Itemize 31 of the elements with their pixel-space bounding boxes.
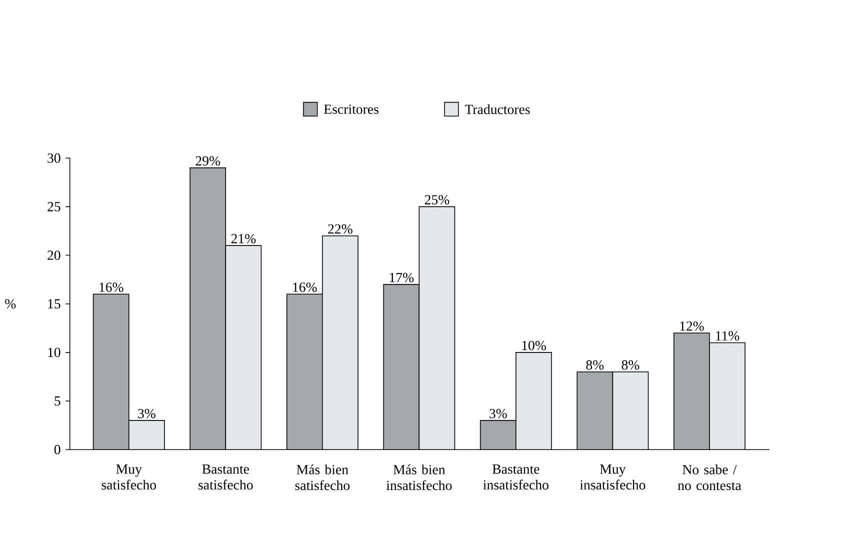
data-label: 17% — [390, 272, 414, 282]
y-axis-title: % — [5, 299, 16, 308]
x-tick-label: No sabe / no contesta — [678, 464, 742, 490]
data-label: 11% — [716, 331, 740, 340]
data-label: 25% — [424, 194, 450, 204]
data-label: 22% — [328, 224, 352, 234]
data-label: 21% — [231, 234, 256, 244]
x-tick-label: Muy insatisfecho — [580, 464, 646, 490]
y-tick-label: 30 — [48, 153, 60, 163]
data-label: 16% — [293, 282, 317, 292]
x-tick-label: Bastante insatisfecho — [483, 464, 548, 490]
data-label: 29% — [196, 156, 220, 166]
y-tick-label: 5 — [54, 396, 60, 406]
y-tick-label: 15 — [48, 299, 60, 308]
legend-label: Escritores — [324, 104, 378, 114]
x-tick-label: Más bien insatisfecho — [386, 464, 452, 490]
x-tick-label: Más bien satisfecho — [295, 464, 350, 490]
data-label: 3% — [490, 408, 507, 418]
data-label: 8% — [586, 360, 604, 370]
data-label: 8% — [622, 360, 640, 370]
data-label: 3% — [138, 408, 156, 418]
data-label: 12% — [680, 321, 704, 331]
x-tick-label: Bastante satisfecho — [198, 464, 253, 490]
legend-label: Traductores — [464, 104, 530, 114]
y-tick-label: 20 — [48, 250, 60, 260]
data-label: 16% — [100, 282, 124, 292]
x-tick-label: Muy satisfecho — [102, 464, 156, 490]
y-tick-label: 10 — [48, 348, 60, 357]
y-tick-label: 25 — [48, 202, 60, 212]
data-label: 10% — [522, 340, 546, 350]
y-tick-label: 0 — [54, 444, 60, 454]
